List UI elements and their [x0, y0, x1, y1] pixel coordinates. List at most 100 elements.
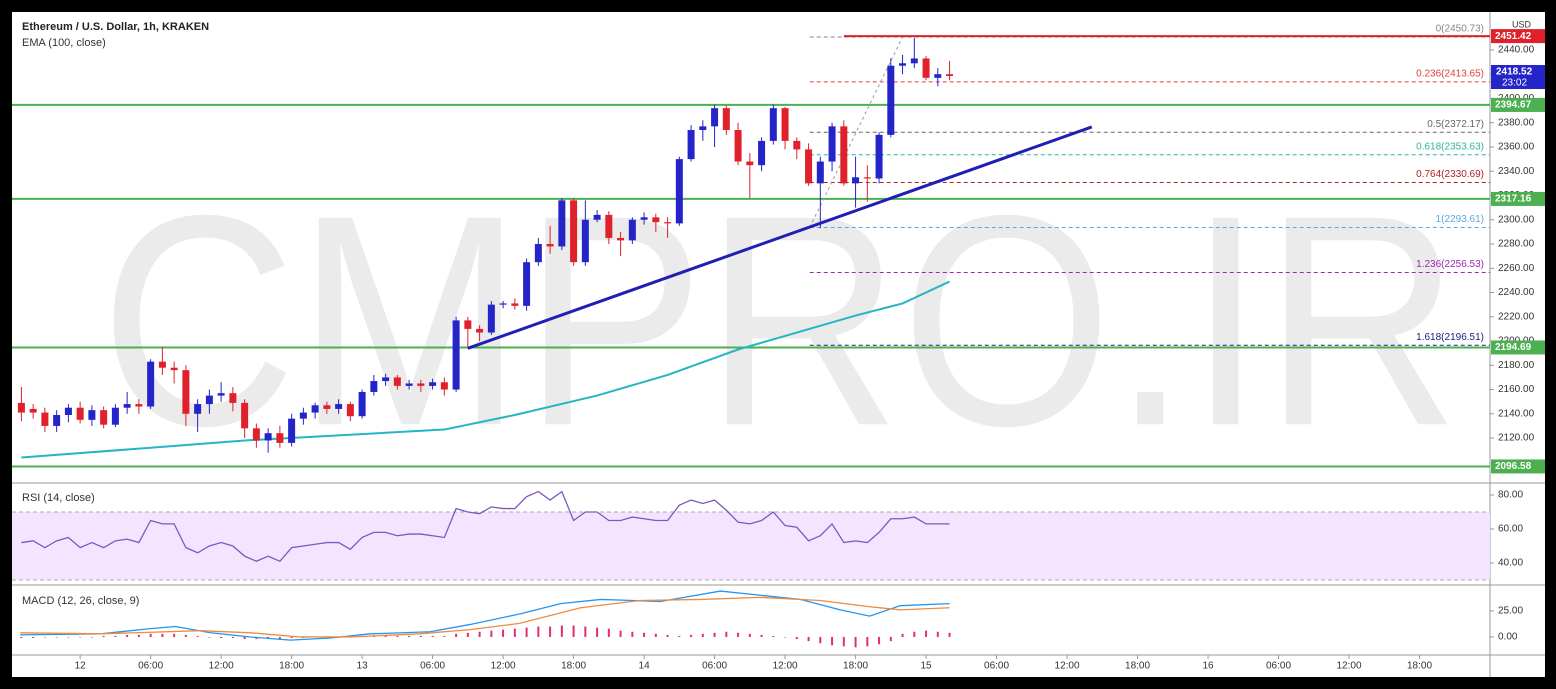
candle-body	[464, 320, 472, 329]
macd-histogram-bar	[455, 633, 458, 637]
labels-layer: Ethereum / U.S. Dollar, 1h, KRAKEN EMA (1…	[22, 19, 1545, 672]
candle-body	[440, 382, 448, 390]
level-tag	[1491, 340, 1545, 355]
y-tick-label: 2160.00	[1498, 384, 1535, 395]
candle-body	[781, 108, 789, 141]
candle-body	[241, 402, 249, 429]
candle-body	[499, 303, 507, 305]
macd-histogram-bar	[243, 636, 246, 640]
candle-body	[346, 404, 354, 417]
candle-body	[205, 395, 213, 405]
macd-histogram-bar	[854, 636, 857, 648]
macd-histogram-bar	[666, 634, 669, 637]
macd-histogram-bar	[443, 635, 446, 637]
candle-body	[534, 243, 542, 263]
candle-body	[64, 407, 72, 415]
macd-histogram-bar	[196, 635, 199, 637]
macd-histogram-bar	[725, 631, 728, 637]
macd-histogram-bar	[208, 636, 211, 638]
candle-body	[793, 140, 801, 150]
watermark: CMPRO.IR	[100, 152, 1460, 488]
macd-histogram-bar	[408, 635, 411, 637]
candle-body	[452, 320, 460, 390]
macd-histogram-bar	[126, 634, 129, 637]
signal-line	[20, 596, 950, 638]
candle-body	[523, 262, 531, 306]
fib-label: 1.618(2196.51)	[1416, 332, 1484, 343]
candle-body	[675, 159, 683, 224]
countdown: 23:02	[1502, 78, 1527, 89]
candle-body	[910, 58, 918, 64]
x-tick-label: 18:00	[1407, 661, 1432, 672]
y-tick-label: 0.00	[1498, 632, 1518, 643]
candle-body	[382, 377, 390, 382]
macd-histogram-bar	[737, 632, 740, 637]
macd-histogram-bar	[102, 635, 105, 637]
macd-histogram-bar	[431, 635, 434, 637]
x-tick-label: 14	[639, 661, 651, 672]
level-label: 2194.69	[1495, 342, 1532, 353]
x-tick-label: 13	[357, 661, 369, 672]
candle-body	[852, 177, 860, 184]
candle-body	[628, 219, 636, 241]
macd-histogram-bar	[831, 636, 834, 646]
fib-label: 0.618(2353.63)	[1416, 141, 1484, 152]
candle-body	[123, 404, 131, 408]
level-tag	[1491, 191, 1545, 206]
macd-histogram-bar	[384, 635, 387, 637]
y-tick-label: 80.00	[1498, 490, 1523, 501]
macd-histogram-bar	[478, 631, 481, 637]
candle-body	[158, 361, 166, 368]
candle-body	[135, 404, 143, 407]
candle-body	[617, 237, 625, 241]
marks-layer	[12, 12, 1545, 677]
x-tick-label: 15	[920, 661, 932, 672]
x-tick-label: 12:00	[1055, 661, 1080, 672]
macd-histogram-bar	[819, 636, 822, 644]
macd-histogram-bar	[690, 634, 693, 637]
y-tick-label: 2440.00	[1498, 45, 1535, 56]
level-label: 2394.67	[1495, 100, 1532, 111]
macd-histogram-bar	[948, 632, 951, 637]
macd-histogram-bar	[525, 627, 528, 637]
candle-body	[111, 407, 119, 425]
fib-label: 0.5(2372.17)	[1427, 119, 1484, 130]
macd-histogram-bar	[184, 634, 187, 637]
rsi-label: RSI (14, close)	[22, 492, 95, 504]
chart-title: Ethereum / U.S. Dollar, 1h, KRAKEN	[22, 21, 209, 33]
candle-body	[276, 433, 284, 443]
x-tick-label: 06:00	[138, 661, 163, 672]
x-tick-label: 12:00	[491, 661, 516, 672]
macd-histogram-bar	[396, 635, 399, 637]
rsi-line	[21, 490, 950, 563]
y-tick-label: 25.00	[1498, 606, 1523, 617]
x-tick-label: 12:00	[773, 661, 798, 672]
y-tick-label: 40.00	[1498, 558, 1523, 569]
macd-histogram-bar	[290, 636, 293, 639]
candle-body	[182, 370, 190, 414]
macd-histogram-bar	[596, 627, 599, 637]
candle-body	[29, 408, 37, 413]
macd-histogram-bar	[913, 631, 916, 637]
candle-body	[687, 130, 695, 160]
candle-body	[405, 383, 413, 386]
y-tick-label: 2260.00	[1498, 263, 1535, 274]
macd-histogram-bar	[795, 636, 798, 640]
macd-histogram-bar	[419, 635, 422, 637]
level-label: 2096.58	[1495, 461, 1532, 472]
macd-histogram-bar	[20, 636, 23, 639]
resistance-label: 2451.42	[1495, 31, 1532, 42]
macd-histogram-bar	[784, 636, 787, 638]
candle-body	[769, 108, 777, 141]
candle-body	[816, 161, 824, 184]
candle-body	[546, 243, 554, 247]
candle-body	[605, 214, 613, 238]
macd-histogram-bar	[878, 636, 881, 645]
macd-histogram-bar	[772, 635, 775, 637]
macd-histogram-bar	[114, 635, 117, 637]
y-tick-label: 2340.00	[1498, 166, 1535, 177]
macd-histogram-bar	[490, 630, 493, 637]
macd-histogram-bar	[936, 631, 939, 637]
candle-body	[640, 217, 648, 220]
